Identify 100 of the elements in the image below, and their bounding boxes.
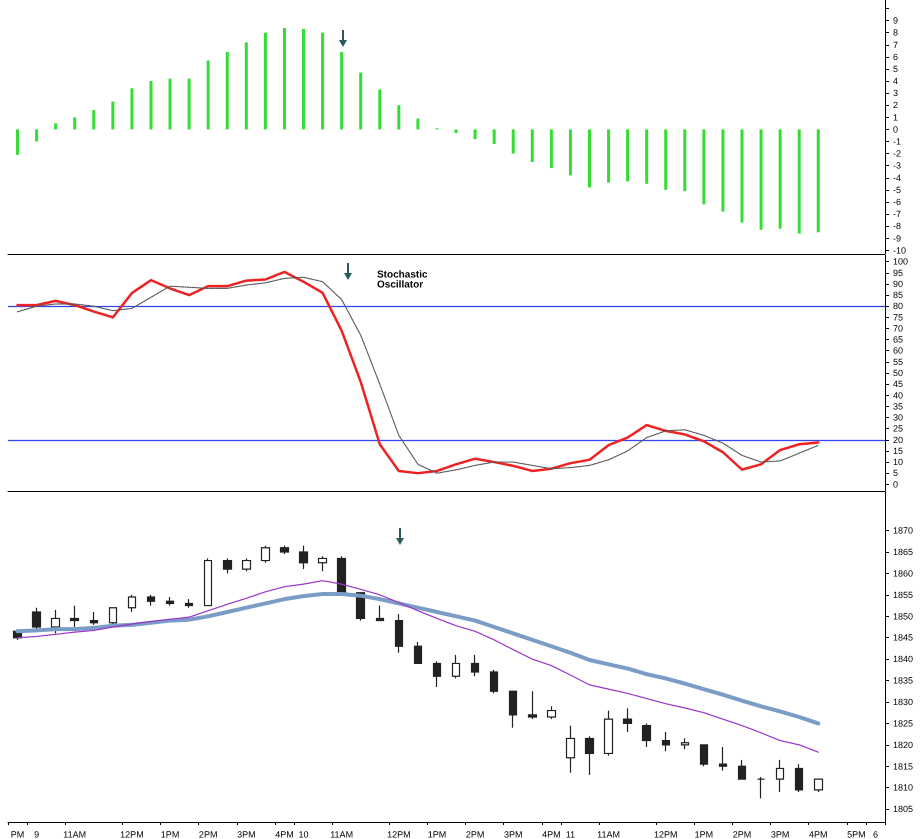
bar	[645, 129, 648, 184]
y-tick-label: 1845	[893, 632, 914, 643]
candlestick	[546, 706, 556, 720]
candlestick	[776, 759, 784, 793]
bar	[702, 129, 706, 204]
candlestick	[452, 654, 460, 680]
candlestick	[242, 558, 252, 572]
y-tick-label: 3	[893, 88, 898, 98]
y-tick-label: 15	[893, 446, 904, 456]
bar	[359, 72, 362, 130]
y-tick-label: 5	[893, 468, 898, 478]
y-tick-label: 25	[893, 424, 904, 434]
line-series	[16, 580, 819, 753]
y-tick-label: 75	[893, 312, 904, 322]
candlestick	[814, 778, 824, 793]
candlestick	[414, 641, 422, 664]
candlestick	[184, 598, 194, 608]
y-tick-label: 1860	[893, 568, 914, 578]
bar	[16, 129, 20, 155]
y-tick-label: 0	[893, 479, 898, 490]
candlestick	[700, 744, 708, 767]
candlestick	[204, 558, 212, 606]
candlestick	[490, 669, 498, 694]
y-tick-label: 1855	[893, 590, 914, 600]
x-tick-label: 2PM	[732, 830, 752, 839]
bar	[378, 90, 382, 130]
y-tick-label: 0	[893, 124, 898, 134]
y-tick-label: -3	[893, 160, 902, 171]
candlestick	[738, 759, 746, 780]
x-tick-label: 2PM	[198, 830, 218, 839]
y-tick-label: 1840	[893, 654, 914, 664]
bar	[149, 81, 152, 130]
candlestick	[794, 764, 804, 793]
y-tick-label: 1830	[893, 697, 914, 707]
y-tick-label: 90	[893, 278, 904, 289]
bar	[568, 129, 572, 176]
y-tick-label: 20	[893, 434, 904, 445]
y-tick-label: 80	[893, 301, 904, 312]
candlestick	[642, 722, 652, 748]
y-tick-label: 50	[893, 368, 904, 378]
y-tick-label: -5	[893, 184, 902, 195]
x-tick-label: 10	[298, 830, 309, 839]
bar	[778, 129, 782, 229]
bar	[282, 28, 286, 130]
candlestick	[584, 736, 594, 776]
bar	[244, 42, 248, 130]
candlestick	[756, 776, 766, 800]
candlestick	[508, 690, 518, 728]
y-tick-label: 1850	[893, 611, 914, 622]
y-tick-label: 70	[893, 323, 904, 334]
y-tick-label: 1805	[893, 804, 914, 814]
y-tick-label: 40	[893, 390, 904, 400]
bar	[340, 52, 344, 130]
candlestick	[280, 544, 290, 555]
bar	[512, 129, 515, 154]
x-tick-label: 1PM	[428, 830, 446, 839]
bar	[188, 78, 191, 130]
bar	[607, 129, 610, 183]
bar	[474, 129, 477, 140]
y-tick-label: -6	[893, 196, 902, 207]
bar	[130, 88, 134, 130]
y-tick-label: 100	[893, 256, 908, 267]
x-tick-label: 11AM	[330, 830, 354, 839]
candlestick	[528, 690, 538, 720]
candlestick	[376, 604, 384, 622]
y-tick-label: 8	[893, 28, 898, 38]
x-tick-label: 9	[34, 830, 40, 839]
candlestick	[566, 724, 576, 774]
x-tick-label: 11AM	[597, 830, 620, 839]
candlestick	[662, 731, 670, 752]
candlestick	[128, 594, 136, 613]
bar	[454, 129, 458, 134]
candlestick	[298, 544, 308, 570]
bar	[264, 32, 267, 130]
x-tick-label: PM	[10, 830, 24, 839]
y-tick-label: -8	[893, 221, 902, 232]
bar	[588, 129, 591, 188]
y-tick-label: 1870	[893, 526, 914, 536]
line-series	[16, 592, 820, 726]
x-tick-label: 5PM	[847, 830, 866, 839]
candlestick	[50, 609, 60, 634]
x-tick-label: 1PM	[694, 830, 714, 839]
candlestick	[166, 596, 174, 606]
x-tick-label: 3PM	[237, 830, 256, 839]
bar	[92, 110, 96, 130]
bar	[721, 129, 724, 212]
y-tick-label: 30	[893, 412, 904, 423]
bar	[54, 123, 58, 130]
x-tick-label: 11AM	[63, 830, 86, 839]
bar	[798, 129, 801, 234]
y-tick-label: 10	[893, 457, 904, 468]
candlestick	[90, 611, 98, 626]
bar	[416, 118, 420, 130]
y-tick-label: 55	[893, 356, 904, 367]
bar	[816, 129, 820, 232]
y-tick-label: -2	[893, 148, 902, 159]
y-tick-label: -7	[893, 209, 902, 220]
y-tick-label: 1865	[893, 547, 914, 557]
y-tick-label: 1835	[893, 676, 914, 686]
candlestick	[394, 614, 404, 654]
